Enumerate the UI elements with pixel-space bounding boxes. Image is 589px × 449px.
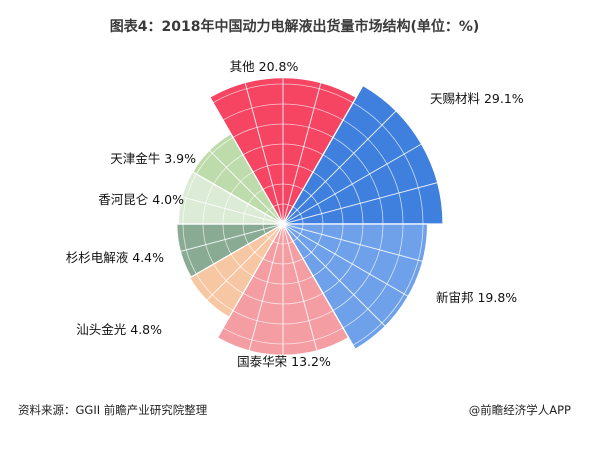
chart-title: 图表4：2018年中国动力电解液出货量市场结构(单位：%)	[109, 19, 480, 35]
slices-layer	[176, 77, 444, 356]
slice-label-3: 国泰华荣 13.2%	[237, 354, 331, 369]
grid-spoke	[282, 223, 423, 262]
grid-spoke	[282, 223, 318, 351]
slice-label-6: 香河昆仑 4.0%	[98, 192, 184, 207]
slice-label-1: 天赐材料 29.1%	[430, 91, 524, 106]
slice-label-8: 其他 20.8%	[230, 59, 299, 74]
grid-spoke	[282, 143, 422, 225]
grid-spoke	[282, 96, 357, 225]
grid-spoke	[282, 223, 350, 338]
slice-label-2: 新宙邦 19.8%	[436, 290, 517, 305]
slice-label-4: 汕头金光 4.8%	[76, 322, 162, 337]
grid-spoke	[206, 223, 284, 301]
rose-slice-1	[281, 84, 444, 225]
grid-spoke	[208, 149, 284, 225]
grid-spoke	[228, 223, 284, 318]
slice-label-7: 天津金牛 3.9%	[110, 151, 196, 166]
slice-label-5: 杉杉电解液 4.4%	[66, 250, 164, 265]
grid-spoke	[209, 96, 284, 225]
source-note: 资料来源：GGII 前瞻产业研究院整理	[18, 403, 208, 417]
center-hub	[280, 221, 286, 227]
grid-spoke	[282, 182, 438, 225]
grid-spoke	[180, 223, 284, 252]
grid-spoke	[282, 82, 322, 225]
grid-spoke	[282, 223, 409, 297]
grid-spoke	[192, 171, 284, 225]
grid-spoke	[282, 223, 386, 327]
grid-spoke	[190, 223, 284, 278]
labels-layer: 天赐材料 29.1% 新宙邦 19.8% 国泰华荣 13.2% 汕头金光 4.8% 杉杉…	[66, 59, 524, 369]
grid-spoke	[282, 110, 397, 225]
grid-layer	[176, 77, 443, 356]
grid-spoke	[181, 196, 284, 225]
credit-note: @前瞻经济学人APP	[468, 403, 571, 417]
grid-spoke	[244, 82, 284, 225]
grid-spoke	[248, 223, 284, 351]
